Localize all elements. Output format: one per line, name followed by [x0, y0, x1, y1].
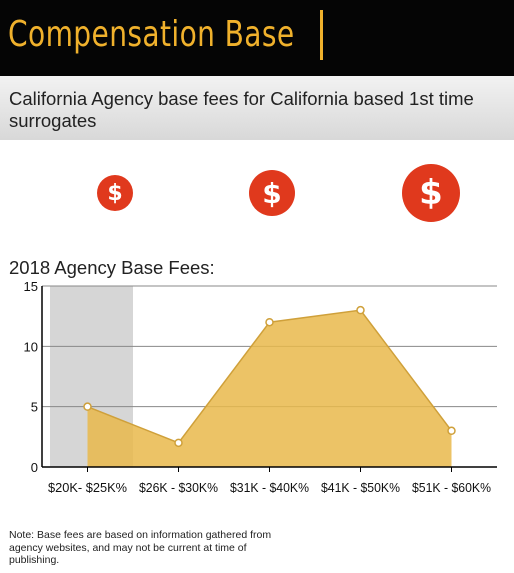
dollar-circle-icon-medium: $: [249, 170, 295, 216]
area-chart: 0 5 10 15 $20K- $25K% $26K - $30K% $31K - $40K…: [24, 279, 497, 495]
y-tick-label-10: 10: [24, 339, 38, 354]
chart-title: 2018 Agency Base Fees:: [9, 257, 215, 278]
y-tick-label-0: 0: [31, 460, 38, 475]
page-title: Compensation Base: [8, 14, 295, 55]
data-point-2: [265, 317, 274, 327]
header-bar: Compensation Base: [0, 0, 514, 76]
x-tick-label-4: $51K - $60K%: [412, 480, 491, 495]
x-tick-label-0: $20K- $25K%: [48, 480, 127, 495]
series-area: [87, 310, 452, 467]
data-point-0: [83, 402, 92, 411]
x-tick-label-1: $26K - $30K%: [139, 480, 218, 495]
header-divider: [320, 10, 323, 60]
footnote: Note: Base fees are based on information…: [9, 529, 272, 566]
dollar-circle-icon-large: $: [402, 164, 460, 222]
subtitle-band: [0, 76, 514, 140]
data-point-4: [447, 426, 456, 436]
y-tick-label-5: 5: [31, 400, 38, 415]
subtitle: California Agency base fees for Californ…: [9, 88, 474, 131]
y-tick-label-15: 15: [24, 279, 38, 294]
data-point-1: [174, 438, 183, 448]
data-point-3: [356, 305, 365, 315]
x-tick-label-2: $31K - $40K%: [230, 480, 309, 495]
x-tick-label-3: $41K - $50K%: [321, 480, 400, 495]
dollar-circle-icon-small: $: [97, 175, 133, 211]
